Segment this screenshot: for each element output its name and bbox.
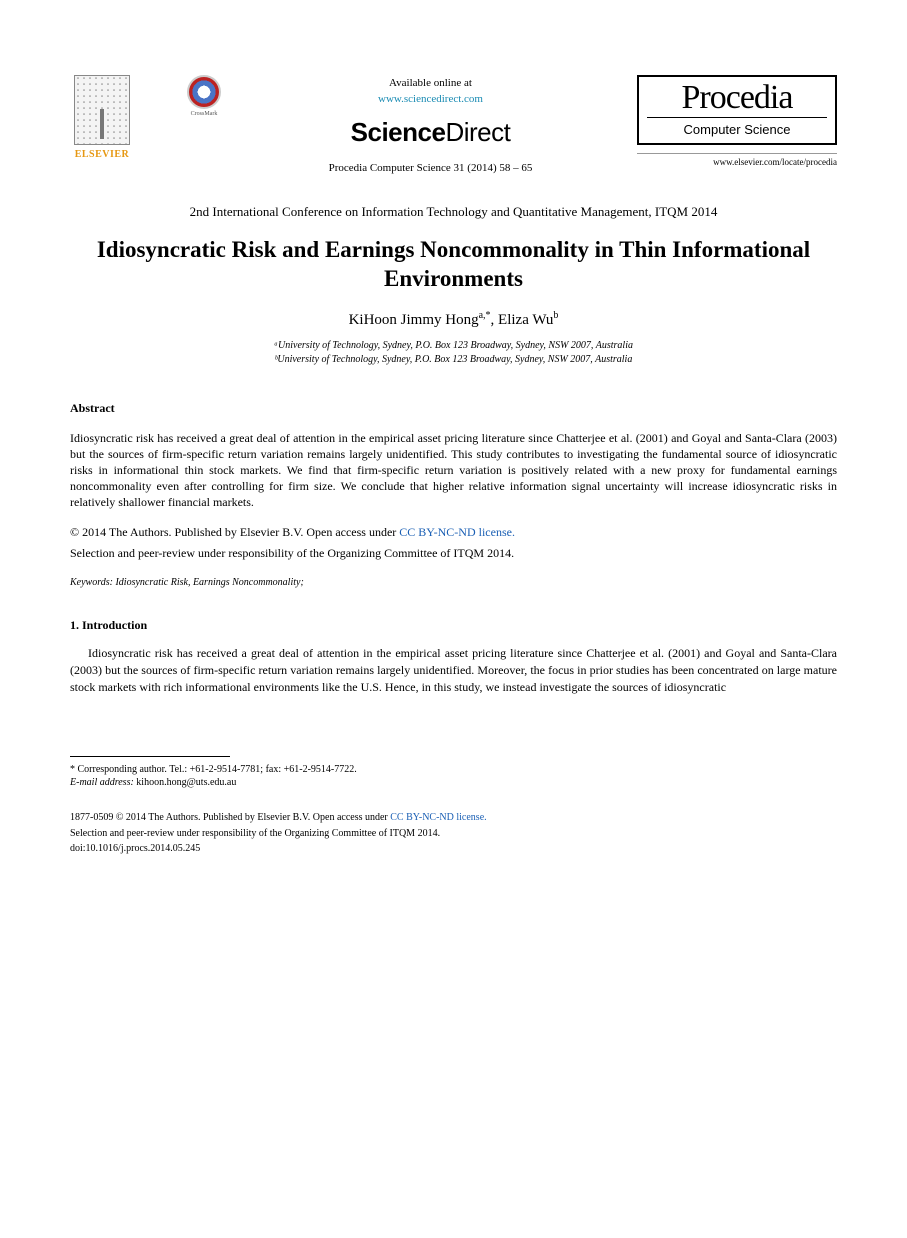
available-online-label: Available online at	[224, 77, 637, 89]
footer-cc-link[interactable]: CC BY-NC-ND license.	[390, 812, 486, 823]
footer-issn-line: 1877-0509 © 2014 The Authors. Published …	[70, 812, 390, 823]
affiliation-b: ᵇUniversity of Technology, Sydney, P.O. …	[70, 353, 837, 367]
crossmark-badge-icon	[187, 75, 221, 109]
email-line: E-mail address: kihoon.hong@uts.edu.au	[70, 776, 837, 789]
affiliations: ᵃUniversity of Technology, Sydney, P.O. …	[70, 339, 837, 367]
sciencedirect-logo-bold: Science	[351, 117, 446, 147]
author-2: Eliza Wub	[498, 312, 558, 328]
sciencedirect-url-text: www.sciencedirect.com	[378, 93, 483, 105]
keywords-text: Idiosyncratic Risk, Earnings Noncommonal…	[115, 577, 303, 588]
authors-line: KiHoon Jimmy Honga,*, Eliza Wub	[70, 310, 837, 329]
footnote-rule	[70, 756, 230, 757]
header-center: Available online at www.sciencedirect.co…	[224, 75, 637, 174]
author-1-name: KiHoon Jimmy Hong	[349, 312, 479, 328]
elsevier-logo: ELSEVIER	[70, 75, 134, 160]
abstract-heading: Abstract	[70, 401, 837, 416]
introduction-heading: 1. Introduction	[70, 618, 837, 633]
author-1: KiHoon Jimmy Honga,*	[349, 312, 491, 328]
elsevier-tree-icon	[74, 75, 130, 145]
keywords-line: Keywords: Idiosyncratic Risk, Earnings N…	[70, 577, 837, 588]
author-1-marks: a,*	[479, 310, 491, 321]
header-right: Procedia Computer Science www.elsevier.c…	[637, 75, 837, 167]
corresponding-author-line: * Corresponding author. Tel.: +61-2-9514…	[70, 763, 837, 776]
license-block: © 2014 The Authors. Published by Elsevie…	[70, 524, 837, 541]
conference-name: 2nd International Conference on Informat…	[70, 204, 837, 220]
crossmark-label: CrossMark	[191, 111, 218, 117]
footer-peer-review: Selection and peer-review under responsi…	[70, 827, 837, 841]
footer-doi: doi:10.1016/j.procs.2014.05.245	[70, 842, 837, 856]
author-2-marks: b	[553, 310, 558, 321]
sciencedirect-logo-light: Direct	[445, 117, 510, 147]
author-2-name: Eliza Wu	[498, 312, 553, 328]
footer-cc-text: CC BY-NC-ND license.	[390, 812, 486, 823]
email-label: E-mail address:	[70, 777, 134, 788]
journal-reference: Procedia Computer Science 31 (2014) 58 –…	[224, 162, 637, 174]
footer-license: 1877-0509 © 2014 The Authors. Published …	[70, 811, 837, 825]
crossmark-logo[interactable]: CrossMark	[184, 75, 224, 123]
procedia-title: Procedia	[647, 81, 827, 115]
procedia-url: www.elsevier.com/locate/procedia	[637, 153, 837, 167]
affiliation-a: ᵃUniversity of Technology, Sydney, P.O. …	[70, 339, 837, 353]
peer-review-line: Selection and peer-review under responsi…	[70, 545, 837, 561]
paper-title: Idiosyncratic Risk and Earnings Noncommo…	[70, 236, 837, 294]
elsevier-label: ELSEVIER	[75, 149, 130, 160]
footnote-block: * Corresponding author. Tel.: +61-2-9514…	[70, 763, 837, 789]
license-line1: © 2014 The Authors. Published by Elsevie…	[70, 525, 399, 539]
introduction-body: Idiosyncratic risk has received a great …	[70, 645, 837, 695]
cc-license-text: CC BY-NC-ND license.	[399, 525, 515, 539]
sciencedirect-logo: ScienceDirect	[224, 117, 637, 148]
abstract-body: Idiosyncratic risk has received a great …	[70, 430, 837, 511]
email-address: kihoon.hong@uts.edu.au	[136, 777, 236, 788]
keywords-label: Keywords:	[70, 577, 113, 588]
cc-license-link[interactable]: CC BY-NC-ND license.	[399, 525, 515, 539]
procedia-logo-box: Procedia Computer Science	[637, 75, 837, 145]
left-logo-group: ELSEVIER CrossMark	[70, 75, 224, 160]
procedia-subtitle: Computer Science	[647, 117, 827, 137]
sciencedirect-url-link[interactable]: www.sciencedirect.com	[378, 93, 483, 105]
page-header: ELSEVIER CrossMark Available online at w…	[70, 75, 837, 174]
